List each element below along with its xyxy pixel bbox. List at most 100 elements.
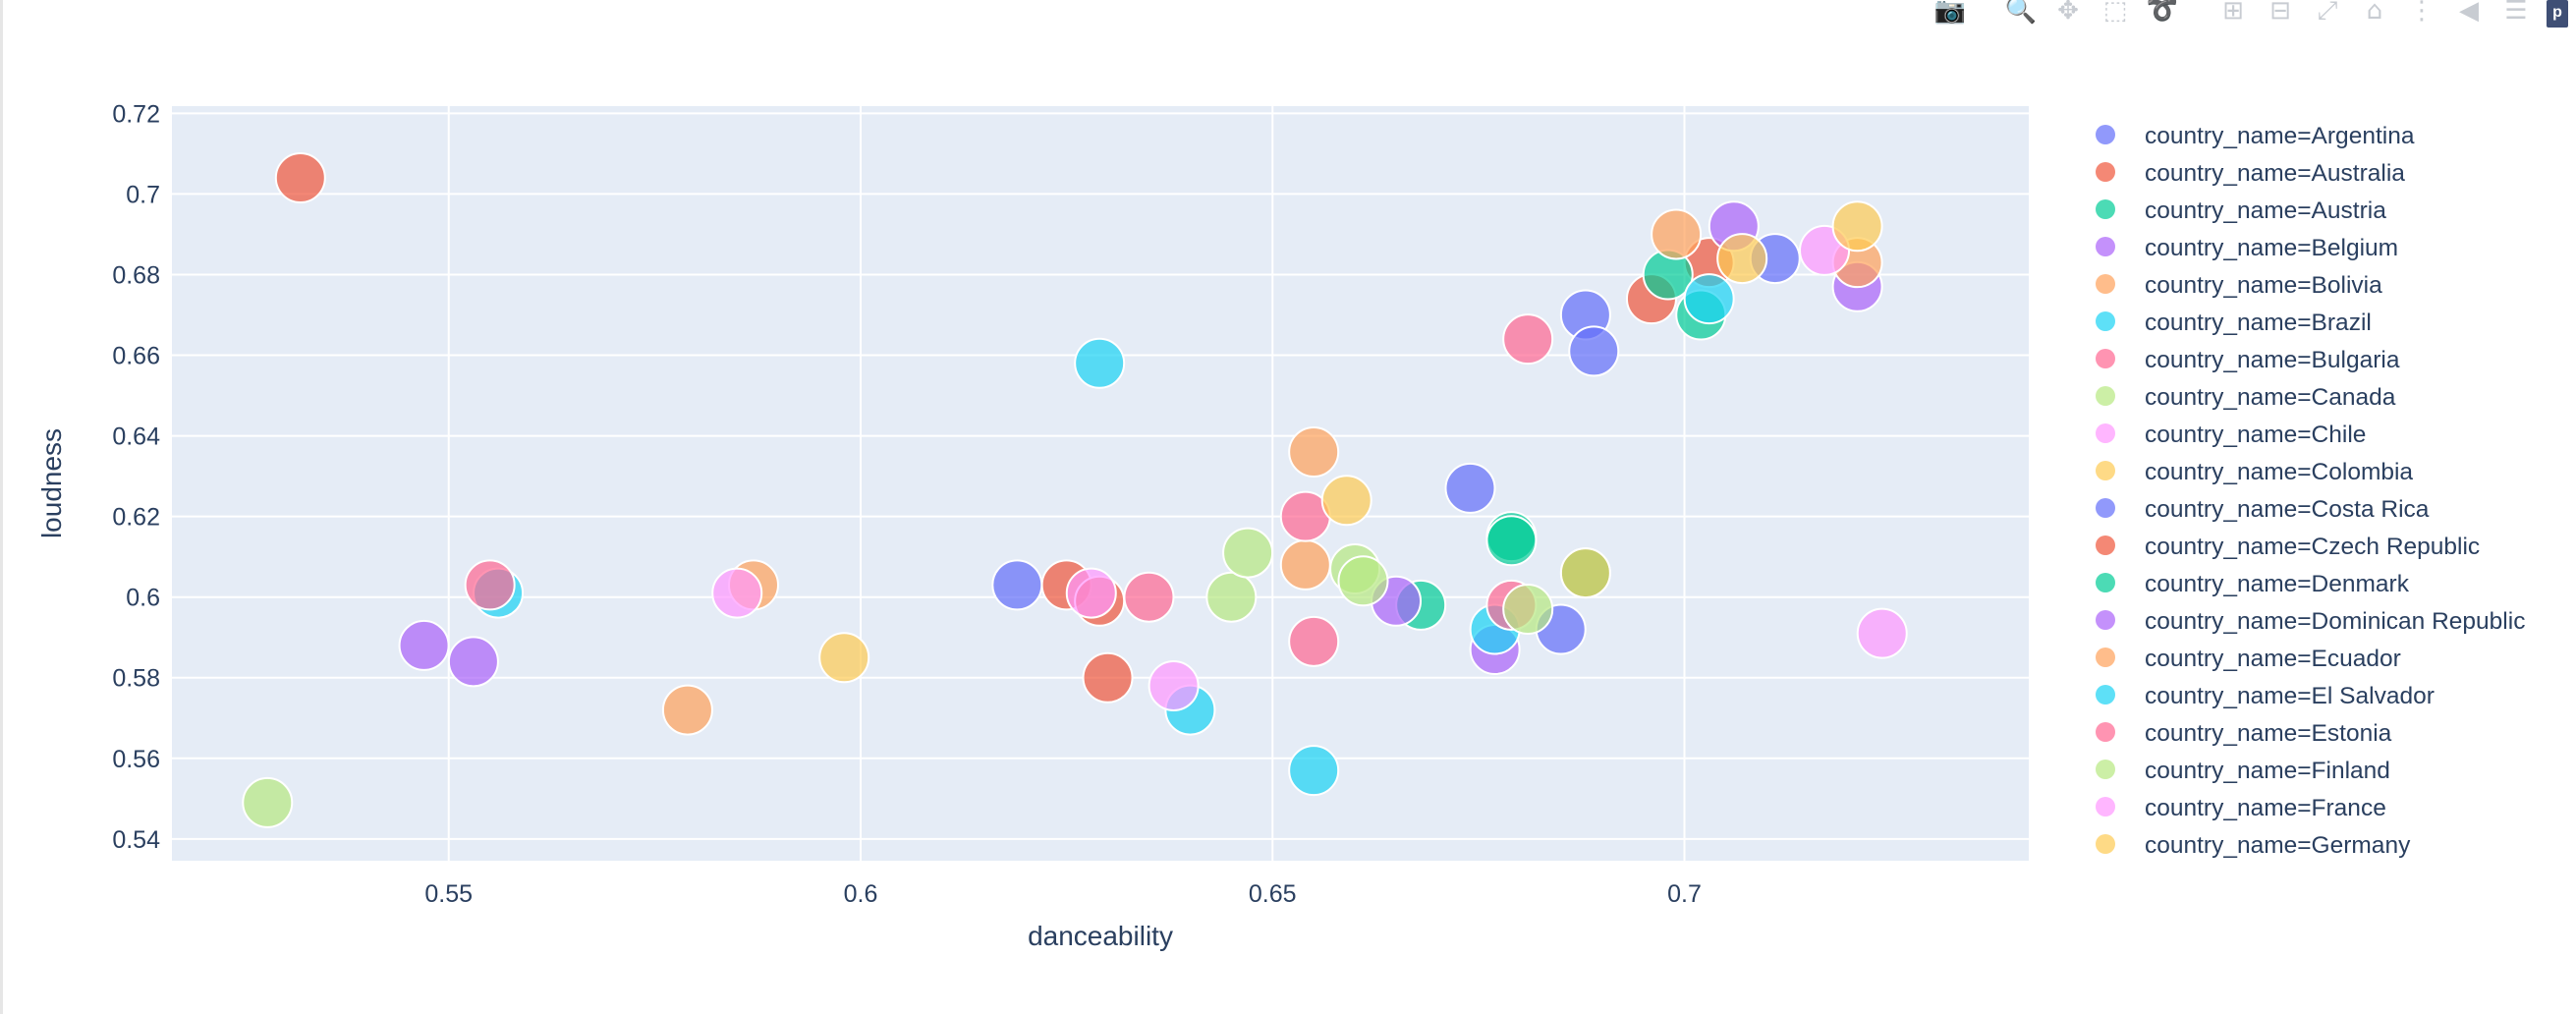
data-point-marker[interactable] (1337, 555, 1389, 607)
data-point-marker[interactable] (1568, 325, 1620, 377)
data-point-marker[interactable] (242, 776, 294, 828)
y-tick-label: 0.54 (112, 826, 160, 854)
legend-marker (2096, 386, 2115, 406)
data-point-marker[interactable] (1856, 607, 1908, 659)
data-point-marker[interactable] (447, 636, 499, 688)
x-tick-label: 0.65 (1249, 880, 1297, 908)
lasso-select-icon[interactable]: ➰ (2146, 0, 2179, 26)
legend-label: country_name=Canada (2145, 384, 2396, 411)
legend-item[interactable]: country_name=Chile (2096, 422, 2366, 448)
legend-item[interactable]: country_name=Canada (2096, 384, 2396, 411)
legend-item[interactable]: country_name=Austria (2096, 197, 2386, 224)
legend-item[interactable]: country_name=Ecuador (2096, 646, 2401, 672)
camera-icon[interactable]: 📷 (1933, 0, 1967, 26)
data-point-marker[interactable] (1831, 200, 1883, 253)
data-point-marker[interactable] (1205, 571, 1258, 623)
data-point-marker[interactable] (1065, 567, 1117, 619)
data-point-marker[interactable] (1485, 515, 1538, 567)
legend-label: country_name=Australia (2145, 160, 2405, 187)
data-point-marker[interactable] (991, 559, 1043, 611)
data-point-marker[interactable] (464, 559, 516, 611)
spike-lines-icon[interactable]: ⋮ (2409, 0, 2435, 26)
legend-marker (2096, 162, 2115, 182)
legend-item[interactable]: country_name=Denmark (2096, 571, 2410, 597)
legend-item[interactable]: country_name=Belgium (2096, 235, 2398, 261)
zoom-icon[interactable]: 🔍 (2004, 0, 2038, 26)
plotly-logo[interactable]: p (2547, 0, 2568, 28)
data-point-marker[interactable] (1320, 475, 1372, 527)
x-axis-title: danceability (1028, 921, 1173, 951)
data-point-marker[interactable] (274, 152, 326, 204)
legend-item[interactable]: country_name=Bulgaria (2096, 347, 2400, 373)
legend-marker (2096, 722, 2115, 742)
legend[interactable]: country_name=Argentina country_name=Austr… (2096, 123, 2525, 859)
legend-label: country_name=Bulgaria (2145, 347, 2400, 373)
legend-item[interactable]: country_name=Brazil (2096, 310, 2372, 336)
legend-item[interactable]: country_name=France (2096, 795, 2386, 821)
y-tick-label: 0.68 (112, 261, 160, 289)
legend-item[interactable]: country_name=Estonia (2096, 720, 2392, 747)
legend-label: country_name=Finland (2145, 758, 2390, 784)
data-point-marker[interactable] (1222, 527, 1274, 579)
legend-item[interactable]: country_name=Argentina (2096, 123, 2415, 149)
legend-marker (2096, 498, 2115, 518)
data-point-marker[interactable] (1502, 584, 1554, 635)
legend-marker (2096, 685, 2115, 704)
data-point-marker[interactable] (1288, 426, 1340, 478)
data-point-marker[interactable] (1123, 571, 1175, 623)
legend-item[interactable]: country_name=El Salvador (2096, 683, 2435, 709)
legend-marker (2096, 573, 2115, 592)
legend-label: country_name=Colombia (2145, 459, 2413, 485)
data-point-marker[interactable] (398, 619, 450, 671)
autoscale-icon[interactable]: ⤢ (2317, 0, 2338, 26)
legend-item[interactable]: country_name=Bolivia (2096, 272, 2382, 299)
data-point-marker[interactable] (1074, 337, 1126, 389)
y-tick-label: 0.64 (112, 423, 160, 451)
data-point-marker[interactable] (1148, 659, 1200, 711)
reset-axes-icon[interactable]: ⌂ (2366, 0, 2383, 26)
legend-item[interactable]: country_name=Finland (2096, 758, 2390, 784)
data-point-marker[interactable] (818, 632, 870, 684)
zoom-out-icon[interactable]: ⊟ (2269, 0, 2291, 26)
data-point-marker[interactable] (661, 684, 713, 736)
legend-label: country_name=Denmark (2145, 571, 2410, 597)
legend-marker (2096, 237, 2115, 256)
data-point-marker[interactable] (1288, 615, 1340, 667)
legend-marker (2096, 760, 2115, 779)
data-point-marker[interactable] (1444, 462, 1496, 514)
legend-marker (2096, 311, 2115, 331)
hover-compare-icon[interactable]: ☰ (2504, 0, 2528, 26)
legend-label: country_name=Chile (2145, 422, 2366, 448)
zoom-in-icon[interactable]: ⊞ (2222, 0, 2244, 26)
legend-item[interactable]: country_name=Germany (2096, 832, 2411, 859)
data-point-marker[interactable] (1716, 233, 1768, 285)
legend-item[interactable]: country_name=Czech Republic (2096, 534, 2480, 560)
box-select-icon[interactable]: ⬚ (2102, 0, 2128, 26)
legend-label: country_name=El Salvador (2145, 683, 2435, 709)
y-tick-label: 0.62 (112, 504, 160, 532)
legend-item[interactable]: country_name=Colombia (2096, 459, 2413, 485)
legend-item[interactable]: country_name=Dominican Republic (2096, 608, 2525, 635)
y-tick-label: 0.58 (112, 665, 160, 693)
data-point-marker[interactable] (1651, 208, 1703, 260)
pan-icon[interactable]: ✥ (2057, 0, 2079, 26)
data-point-marker[interactable] (1683, 273, 1735, 325)
data-point-marker[interactable] (1288, 745, 1340, 797)
hover-closest-icon[interactable]: ◀ (2459, 0, 2479, 26)
data-point-marker[interactable] (1279, 538, 1331, 591)
data-point-marker[interactable] (1502, 313, 1554, 366)
legend-marker (2096, 349, 2115, 368)
y-tick-label: 0.7 (126, 181, 160, 208)
data-point-marker[interactable] (1082, 651, 1134, 704)
y-tick-label: 0.6 (126, 585, 160, 612)
data-point-marker[interactable] (711, 567, 763, 619)
legend-item[interactable]: country_name=Australia (2096, 160, 2405, 187)
legend-item[interactable]: country_name=Costa Rica (2096, 496, 2430, 523)
legend-label: country_name=Germany (2145, 832, 2411, 859)
legend-label: country_name=Austria (2145, 197, 2386, 224)
legend-marker (2096, 274, 2115, 294)
data-point-marker[interactable] (1559, 547, 1611, 599)
legend-label: country_name=Costa Rica (2145, 496, 2430, 523)
data-points (242, 152, 1908, 828)
